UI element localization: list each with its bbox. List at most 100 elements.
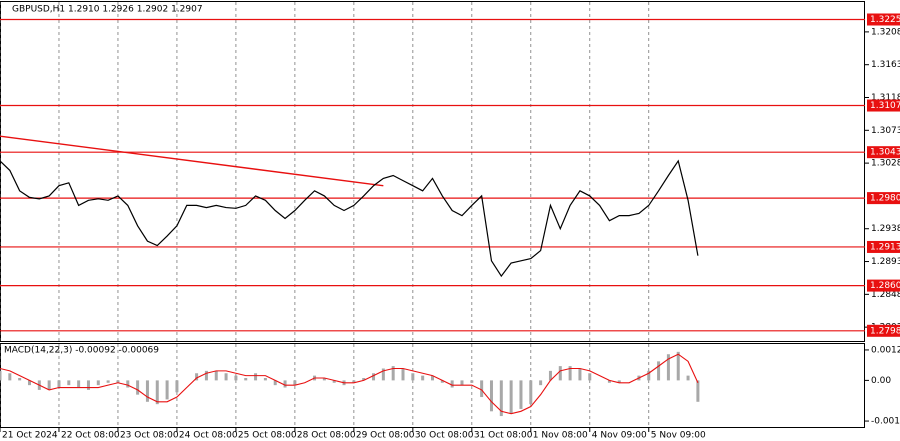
macd-bar: [47, 380, 51, 390]
y-tick-label: 1.2893: [871, 257, 900, 267]
macd-bar: [204, 370, 208, 381]
macd-bar: [57, 380, 61, 388]
macd-bar: [381, 368, 385, 381]
macd-bar: [77, 380, 81, 388]
macd-bar: [293, 380, 297, 386]
level-label: 1.3107: [870, 101, 900, 111]
macd-bar: [401, 368, 405, 381]
macd-bar: [244, 378, 248, 381]
macd-bar: [332, 380, 336, 383]
macd-bar: [391, 366, 395, 381]
level-label-bg: [867, 146, 900, 159]
macd-bar: [411, 373, 415, 381]
macd-bar: [273, 380, 277, 386]
x-tick-label: 21 Oct 2024: [2, 431, 58, 441]
macd-bar: [509, 380, 513, 414]
macd-bar: [421, 375, 425, 381]
x-tick-label: 24 Oct 08:00: [179, 431, 238, 441]
price-panel: [0, 1, 865, 342]
y-tick-label: 1.2848: [871, 290, 900, 300]
macd-bar: [686, 375, 690, 381]
chart-title: GBPUSD,H1 1.2910 1.2926 1.2902 1.2907: [12, 5, 203, 15]
y-tick-label: 1.3118: [871, 93, 900, 103]
level-label-bg: [867, 13, 900, 26]
x-tick-label: 4 Nov 09:00: [592, 431, 647, 441]
y-tick-label: 1.3208: [871, 27, 900, 37]
macd-bar: [617, 380, 621, 383]
y-tick-label: 0.00128: [871, 345, 900, 355]
y-tick-label: 1.3073: [871, 126, 900, 136]
macd-bar: [548, 370, 552, 381]
level-label: 1.2798: [870, 326, 900, 336]
macd-bar: [86, 380, 90, 390]
macd-bar: [224, 373, 228, 381]
macd-bar: [136, 380, 140, 395]
macd-bar: [27, 380, 31, 386]
x-tick-label: 5 Nov 09:00: [651, 431, 706, 441]
level-label: 1.2860: [870, 281, 900, 291]
macd-panel: [0, 343, 865, 428]
macd-bar: [460, 380, 464, 386]
macd-bar: [470, 380, 474, 383]
macd-bar: [67, 380, 71, 386]
macd-bar: [195, 373, 199, 381]
macd-bar: [18, 378, 22, 381]
y-tick-label: 1.3028: [871, 159, 900, 169]
macd-bar: [529, 380, 533, 405]
macd-signal: [0, 353, 699, 415]
macd-bar: [8, 373, 12, 381]
macd-bar: [489, 380, 493, 412]
macd-bar: [283, 380, 287, 388]
macd-bar: [372, 373, 376, 381]
x-tick-label: 22 Oct 08:00: [61, 431, 120, 441]
level-label-bg: [867, 192, 900, 205]
x-tick-label: 25 Oct 08:00: [238, 431, 297, 441]
level-label: 1.2913: [870, 242, 900, 252]
macd-bar: [499, 380, 503, 417]
macd-bar: [116, 380, 120, 383]
macd-bar: [175, 380, 179, 393]
macd-bar: [607, 380, 611, 383]
macd-bar: [96, 380, 100, 386]
macd-bar: [657, 361, 661, 381]
level-label: 1.3043: [870, 148, 900, 158]
macd-bar: [647, 370, 651, 381]
x-tick-label: 31 Oct 08:00: [474, 431, 533, 441]
macd-bar: [234, 375, 238, 381]
x-tick-label: 1 Nov 08:00: [533, 431, 588, 441]
level-label: 1.2980: [870, 194, 900, 204]
price-line: [0, 159, 699, 278]
macd-bar: [588, 373, 592, 381]
macd-bar: [558, 366, 562, 381]
macd-bar: [352, 380, 356, 383]
macd-bar: [165, 380, 169, 400]
x-tick-label: 28 Oct 08:00: [297, 431, 356, 441]
macd-title: MACD(14,22,3) -0.00092 -0.00069: [4, 346, 159, 356]
level-label-bg: [867, 240, 900, 253]
macd-bar: [214, 370, 218, 381]
y-tick-label: 1.2938: [871, 224, 900, 234]
macd-bar: [440, 380, 444, 383]
y-tick-label: -0.00171: [871, 417, 900, 427]
macd-bar: [155, 380, 159, 405]
macd-bar: [263, 378, 267, 381]
y-tick-label: 0.00: [871, 376, 891, 386]
level-label-bg: [867, 324, 900, 337]
macd-bar: [431, 375, 434, 381]
level-label: 1.3225: [870, 15, 900, 25]
trendline: [0, 135, 384, 187]
x-tick-label: 30 Oct 08:00: [415, 431, 474, 441]
macd-bar: [676, 351, 680, 381]
y-tick-label: 1.3163: [871, 60, 900, 70]
macd-bar: [666, 354, 670, 381]
macd-bar: [106, 380, 110, 383]
x-tick-label: 29 Oct 08:00: [356, 431, 415, 441]
macd-bar: [254, 373, 258, 381]
level-label-bg: [867, 279, 900, 292]
macd-bar: [539, 380, 543, 386]
macd-bar: [0, 370, 2, 381]
macd-bar: [480, 380, 484, 398]
macd-bar: [126, 380, 130, 388]
